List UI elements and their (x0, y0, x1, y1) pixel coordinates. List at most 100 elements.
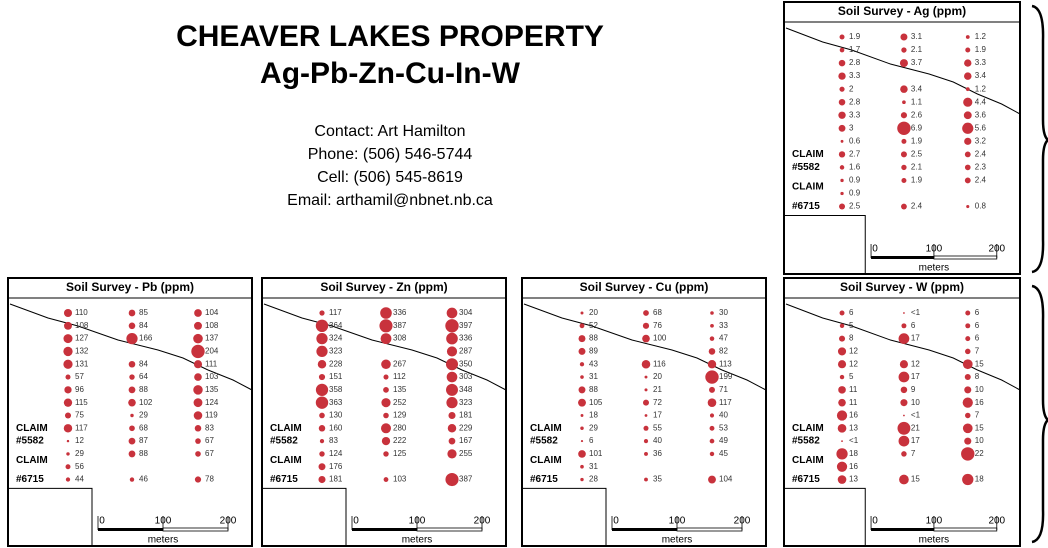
claim-boundary (785, 303, 1021, 391)
sample-dot (900, 151, 907, 158)
sample-value: 49 (719, 436, 728, 445)
sample-dot (901, 164, 907, 171)
sample-dot (319, 412, 325, 419)
sample-value: 56 (75, 462, 84, 471)
sample-dot (643, 399, 649, 406)
sample-value: 85 (139, 308, 148, 317)
sample-dot (128, 398, 136, 407)
sample-value: 31 (589, 372, 598, 381)
sample-value: 2.4 (975, 149, 987, 158)
sample-dot (965, 87, 970, 92)
sample-value: 222 (393, 436, 407, 445)
sample-value: 0.9 (849, 189, 861, 198)
sample-value: 303 (459, 372, 473, 381)
sample-dot (966, 204, 970, 209)
sample-dot (901, 138, 907, 144)
panel-frame (7, 277, 253, 547)
survey-panel: Soil Survey - Ag (ppm) 1.9 1.7 2.8 3.3 2 2.8 3.… (783, 1, 1021, 275)
sample-value: 323 (329, 347, 343, 356)
sample-value: 113 (719, 359, 732, 368)
sample-value: 3.4 (975, 71, 987, 80)
sample-value: 12 (911, 359, 920, 368)
scale-label: 0 (353, 516, 359, 527)
sample-value: 135 (205, 385, 219, 394)
sample-dot (961, 447, 975, 461)
sample-value: 6 (589, 436, 594, 445)
sample-value: 137 (205, 334, 219, 343)
sample-value: 160 (329, 423, 343, 432)
sample-dot (580, 414, 584, 417)
sample-dot (839, 374, 845, 380)
title: CHEAVER LAKES PROPERTY (176, 20, 604, 53)
sample-value: 100 (653, 334, 667, 343)
sample-dot (63, 308, 73, 318)
sample-dot (446, 332, 458, 345)
sample-dot (642, 334, 650, 343)
claim-label: #5582 (792, 436, 820, 447)
sample-dot (64, 412, 72, 419)
claim-label: #6715 (530, 474, 558, 485)
sample-dot (840, 178, 844, 183)
sample-dot (708, 475, 716, 484)
sample-dot (63, 334, 73, 344)
claim-label: #5582 (270, 436, 298, 447)
sample-value: 111 (205, 359, 218, 368)
claim-label: CLAIM (792, 149, 824, 160)
sample-dot (578, 398, 586, 407)
scale-label: 200 (734, 516, 751, 527)
sample-value: 3.1 (911, 32, 923, 41)
sample-value: 101 (589, 449, 603, 458)
sample-dot (446, 371, 458, 383)
claim-label: #6715 (792, 201, 820, 212)
sample-dot (838, 151, 846, 158)
claim-boundary (263, 303, 507, 391)
sample-value: 267 (393, 359, 407, 368)
scale-label: 200 (988, 516, 1005, 527)
sample-dot (838, 111, 846, 119)
sample-value: 252 (393, 398, 407, 407)
scale-label: 100 (409, 516, 426, 527)
sample-value: 72 (653, 398, 662, 407)
sample-value: 84 (139, 321, 148, 330)
sample-value: <1 (911, 411, 921, 420)
sample-dot (897, 121, 911, 135)
sample-value: 7 (911, 449, 916, 458)
sample-dot (193, 385, 203, 395)
sample-value: 2.8 (849, 58, 861, 67)
sample-dot (191, 344, 205, 359)
sample-dot (708, 348, 716, 355)
sample-value: 125 (393, 449, 407, 458)
sample-dot (383, 386, 389, 393)
scale-bar (352, 528, 417, 531)
sample-value: 67 (205, 436, 214, 445)
sample-dot (709, 425, 715, 431)
panel-frame (783, 1, 1021, 275)
sample-dot (383, 451, 389, 457)
sample-dot (898, 333, 910, 345)
sample-value: 21 (911, 423, 920, 432)
sample-dot (580, 440, 584, 443)
sample-value: 3.3 (849, 110, 861, 119)
sample-value: 117 (329, 308, 342, 317)
sample-dot (644, 375, 648, 379)
scale-bar (98, 528, 163, 531)
claim-label: CLAIM (16, 423, 48, 434)
sample-value: 2.4 (911, 202, 923, 211)
sample-value: 47 (719, 334, 728, 343)
sample-value: 67 (205, 449, 214, 458)
sample-value: 15 (911, 475, 920, 484)
claim-box (784, 215, 866, 274)
sample-value: <1 (849, 436, 859, 445)
sample-dot (899, 474, 909, 485)
sample-dot (195, 438, 201, 444)
sample-value: 96 (75, 385, 84, 394)
sample-dot (901, 323, 907, 329)
sample-value: 20 (589, 308, 598, 317)
sample-value: 13 (849, 475, 858, 484)
sample-dot (126, 333, 138, 345)
sample-value: 6.9 (911, 123, 923, 132)
claim-box (522, 487, 607, 546)
sample-dot (445, 358, 459, 371)
sample-value: 6 (975, 334, 980, 343)
